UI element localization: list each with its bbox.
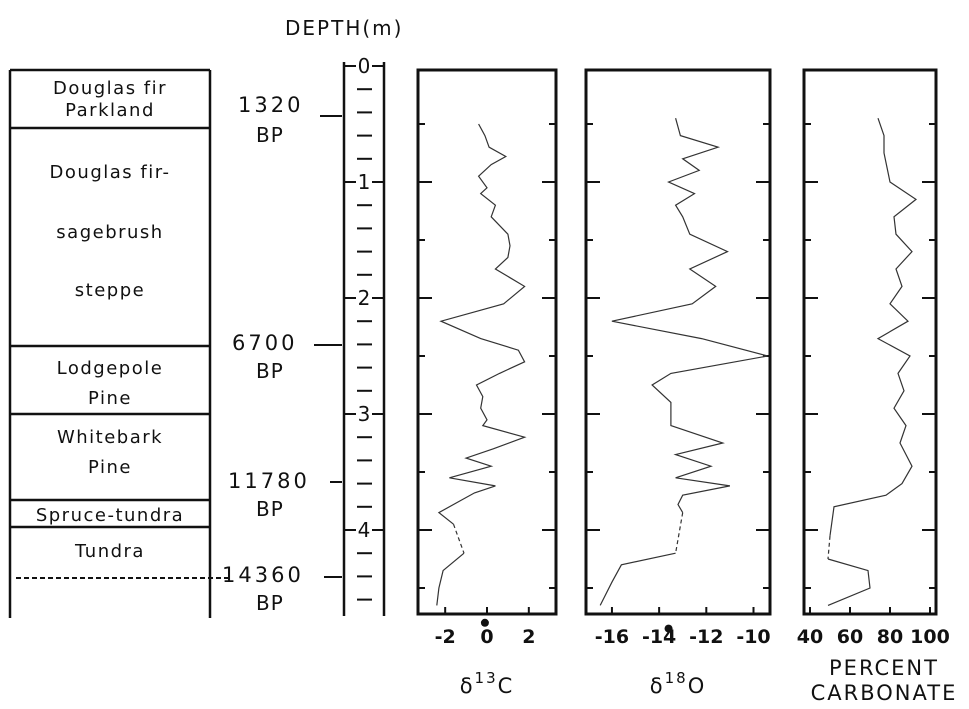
panel-frame (802, 68, 938, 616)
zone-label-1-2: steppe (75, 280, 145, 301)
zone-label-0-0: Douglas fir (53, 78, 167, 99)
zone-label-2-1: Pine (88, 388, 132, 409)
panel-frame (584, 68, 772, 616)
date-value-3: 14360 (222, 563, 304, 587)
date-value-2: 11780 (228, 469, 310, 493)
panel-frame (416, 68, 558, 616)
d13c-panel: -2 0 2 δ13C (416, 68, 558, 698)
depth-tick-label-4: 4 (358, 518, 371, 542)
depth-scale: 0 1 2 3 4 (342, 54, 386, 616)
date-unit-0: BP (256, 123, 284, 147)
zone-label-1-1: sagebrush (56, 222, 163, 243)
date-unit-3: BP (256, 591, 284, 615)
series-dashed-gap (827, 535, 831, 560)
panel-x-tick-label-1: 60 (837, 626, 863, 648)
depth-tick-label-2: 2 (358, 286, 371, 310)
zone-label-0-1: Parkland (65, 100, 155, 121)
zone-label-5-0: Tundra (74, 541, 145, 562)
isolated-data-point (480, 618, 489, 627)
radiocarbon-dates: 1320 BP 6700 BP 11780 BP 14360 BP (222, 93, 342, 615)
series-line (611, 118, 768, 513)
panel-x-axis-label: δ13C (460, 669, 515, 698)
series-dashed-gap (675, 512, 684, 554)
depth-axis-title: DEPTH(m) (285, 16, 403, 40)
panel-x-axis-label: δ18O (650, 669, 706, 698)
series-line-lower (827, 558, 871, 606)
panel-x-tick-label-0: 40 (797, 626, 823, 648)
zone-label-2-0: Lodgepole (57, 358, 164, 379)
zone-label-3-0: Whitebark (57, 427, 163, 448)
depth-tick-label-1: 1 (358, 170, 371, 194)
panel-x-tick-label-2: 80 (877, 626, 903, 648)
panel-x-tick-label-3: 100 (910, 626, 950, 648)
series-line (437, 123, 527, 525)
date-unit-2: BP (256, 497, 284, 521)
panel-x-axis-label-2: CARBONATE (811, 681, 958, 705)
series-line (829, 118, 918, 536)
zone-label-1-0: Douglas fir- (50, 162, 171, 183)
depth-tick-label-0: 0 (358, 54, 371, 78)
panel-x-tick-label-1: 0 (480, 626, 493, 648)
panel-x-tick-label-0: -2 (435, 626, 456, 648)
series-line-lower (436, 552, 465, 606)
panel-x-tick-label-3: -10 (736, 626, 770, 648)
date-value-1: 6700 (232, 331, 297, 355)
date-unit-1: BP (256, 359, 284, 383)
date-value-0: 1320 (238, 93, 303, 117)
depth-tick-label-3: 3 (358, 402, 371, 426)
panel-x-axis-label: PERCENT (829, 656, 939, 680)
panel-x-tick-label-2: -12 (689, 626, 723, 648)
zone-label-4-0: Spruce-tundra (36, 505, 184, 526)
isolated-data-point (664, 624, 673, 633)
series-dashed-gap (452, 523, 465, 554)
zone-label-3-1: Pine (88, 457, 132, 478)
panel-x-tick-label-0: -16 (595, 626, 629, 648)
panel-x-tick-label-2: 2 (522, 626, 535, 648)
series-line-lower (599, 552, 676, 606)
